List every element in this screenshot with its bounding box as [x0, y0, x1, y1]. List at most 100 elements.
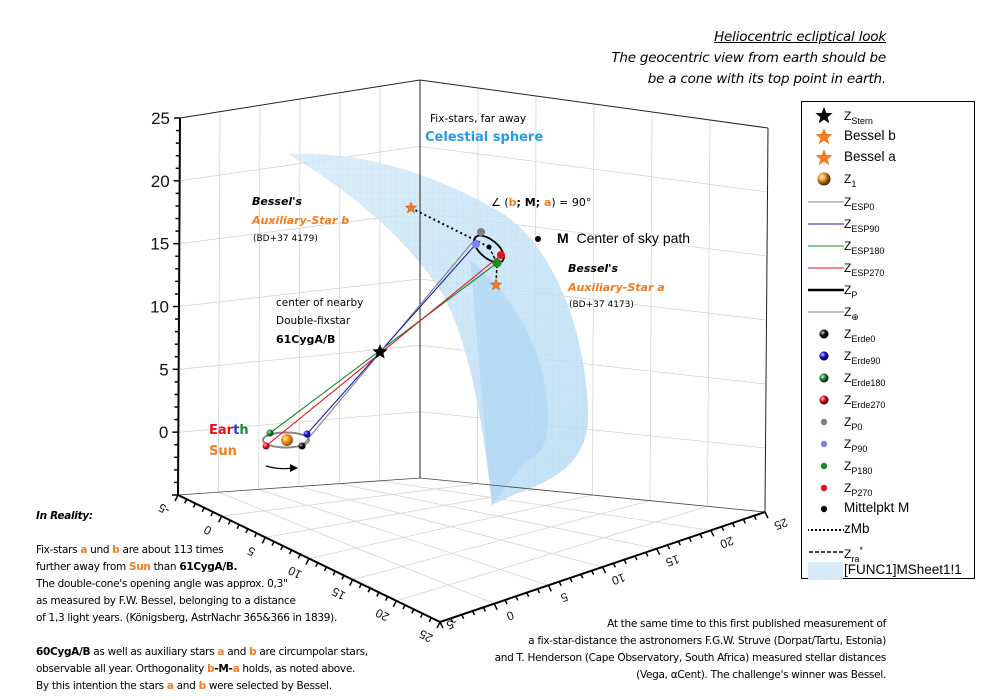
box-floor-back-edge — [177, 477, 766, 513]
legend-item: ZErde90 — [802, 346, 972, 366]
y-tick-label: -5 — [444, 616, 459, 633]
center-label-1: center of nearby — [276, 297, 364, 309]
P90-point — [472, 240, 480, 248]
legend: ZStern Bessel b Bessel a Z1 ZESP0 ZESP90 ZESP1… — [801, 101, 975, 581]
m-text: Center of sky path — [576, 230, 691, 246]
y-tick-label: 15 — [664, 552, 682, 570]
y-tick-label: 0 — [504, 608, 515, 624]
x-tick — [411, 608, 415, 614]
legend-label: Z⊕ — [844, 305, 859, 322]
earth180-ball — [266, 429, 274, 437]
y-tick — [450, 617, 454, 623]
y-tick-label: 25 — [772, 515, 790, 533]
x-tick — [261, 536, 267, 544]
reality-note: In Reality: Fix-stars a und b are about … — [36, 508, 368, 695]
celestial-sphere-label: Celestial sphere — [425, 130, 544, 145]
y-tick — [580, 573, 584, 579]
legend-label: ZErde0 — [844, 327, 876, 344]
t: und — [87, 544, 113, 556]
line-icon — [803, 214, 844, 234]
fill-swatch-icon — [803, 561, 844, 581]
bessel-b-label-1: Bessel's — [252, 195, 303, 208]
y-tick — [666, 544, 671, 550]
header: Heliocentric ecliptical look The geocent… — [611, 27, 886, 90]
P180-point — [492, 258, 502, 268]
legend-label: Zra* — [844, 545, 863, 564]
angle-prefix: ∠ ( — [491, 196, 509, 209]
reality-line-7: observable all year. Orthogonality b-M-a… — [36, 661, 368, 678]
line-icon — [803, 192, 844, 212]
line-icon — [803, 520, 844, 540]
z-tick-label: 15 — [150, 235, 169, 254]
reality-line-3: The double-cone's opening angle was appr… — [36, 578, 288, 590]
y-tick — [731, 522, 736, 528]
legend-item: ZErde180 — [802, 368, 972, 388]
legend-label: Bessel b — [844, 128, 896, 143]
y-tick — [677, 540, 682, 546]
x-tick — [253, 532, 258, 538]
x-tick — [184, 498, 188, 504]
t: holds, as noted above. — [239, 663, 356, 675]
chart-title: Heliocentric ecliptical look — [714, 29, 886, 45]
y-tick — [515, 595, 519, 601]
t: and — [224, 646, 250, 658]
x-tick — [236, 524, 240, 529]
bessel-b-label-2: Auxiliary-Star b — [252, 214, 350, 227]
t: were selected by Bessel. — [205, 680, 332, 692]
ball-icon — [808, 346, 844, 366]
y-tick — [645, 551, 649, 557]
x-tick — [227, 520, 232, 525]
t: are circumpolar stars, — [256, 646, 368, 658]
earth-orbit — [262, 431, 310, 449]
legend-label: ZP90 — [844, 437, 868, 454]
x-tick — [402, 604, 406, 610]
x-tick — [358, 583, 363, 589]
y-tick — [699, 533, 703, 539]
x-tick — [217, 515, 223, 523]
orbit-arrowhead — [290, 464, 298, 472]
y-tick — [720, 526, 725, 532]
earth-a: a — [217, 423, 227, 438]
line-icon — [803, 302, 844, 322]
bottom-note-line-3: and T. Henderson (Cape Observatory, Sout… — [494, 652, 887, 664]
star-icon — [808, 127, 844, 147]
legend-item: [FUNC1]MSheet1!1 — [802, 561, 972, 581]
legend-item: ZESP0 — [802, 192, 972, 212]
x-tick-label: 15 — [329, 584, 348, 603]
y-tick — [504, 599, 508, 605]
legend-item: Mittelpkt M — [802, 499, 972, 519]
dot-icon — [808, 456, 844, 476]
t: b — [207, 663, 215, 675]
y-tick — [547, 584, 553, 592]
x-tick-label: 10 — [286, 563, 305, 582]
legend-item: Bessel a — [802, 148, 972, 168]
star-61cyg — [372, 344, 388, 359]
x-tick — [428, 617, 432, 623]
reality-heading: In Reality: — [36, 510, 93, 522]
angle-label: ∠ (b; M; a) = 90° — [491, 196, 591, 210]
grid-line — [396, 505, 708, 602]
orbit-arrow — [265, 465, 293, 470]
bottom-note-line-2: a fix-star-distance the astronomers F.G.… — [528, 635, 886, 647]
y-tick — [742, 518, 747, 524]
axes — [172, 79, 769, 629]
x-tick — [192, 503, 197, 508]
z-tick-label: 20 — [151, 172, 170, 191]
M-center-point — [486, 244, 492, 250]
t: Sun — [128, 561, 151, 573]
legend-item: ZP270 — [802, 478, 972, 498]
x-tick — [384, 596, 389, 601]
z-tick-label: 5 — [159, 360, 168, 379]
y-tick — [612, 562, 617, 568]
x-tick — [174, 494, 179, 502]
legend-item: ZP0 — [802, 412, 972, 432]
x-tick — [332, 570, 336, 576]
earth-E: E — [209, 423, 218, 438]
star-icon — [808, 148, 844, 168]
reality-line-5: of 1,3 light years. (Königsberg, AstrNac… — [36, 612, 337, 624]
legend-label: ZStern — [844, 109, 873, 126]
earth90-ball — [303, 430, 311, 438]
ball-icon — [808, 169, 844, 189]
legend-item: Bessel b — [802, 127, 972, 147]
t: 61CygA/B. — [179, 561, 238, 573]
